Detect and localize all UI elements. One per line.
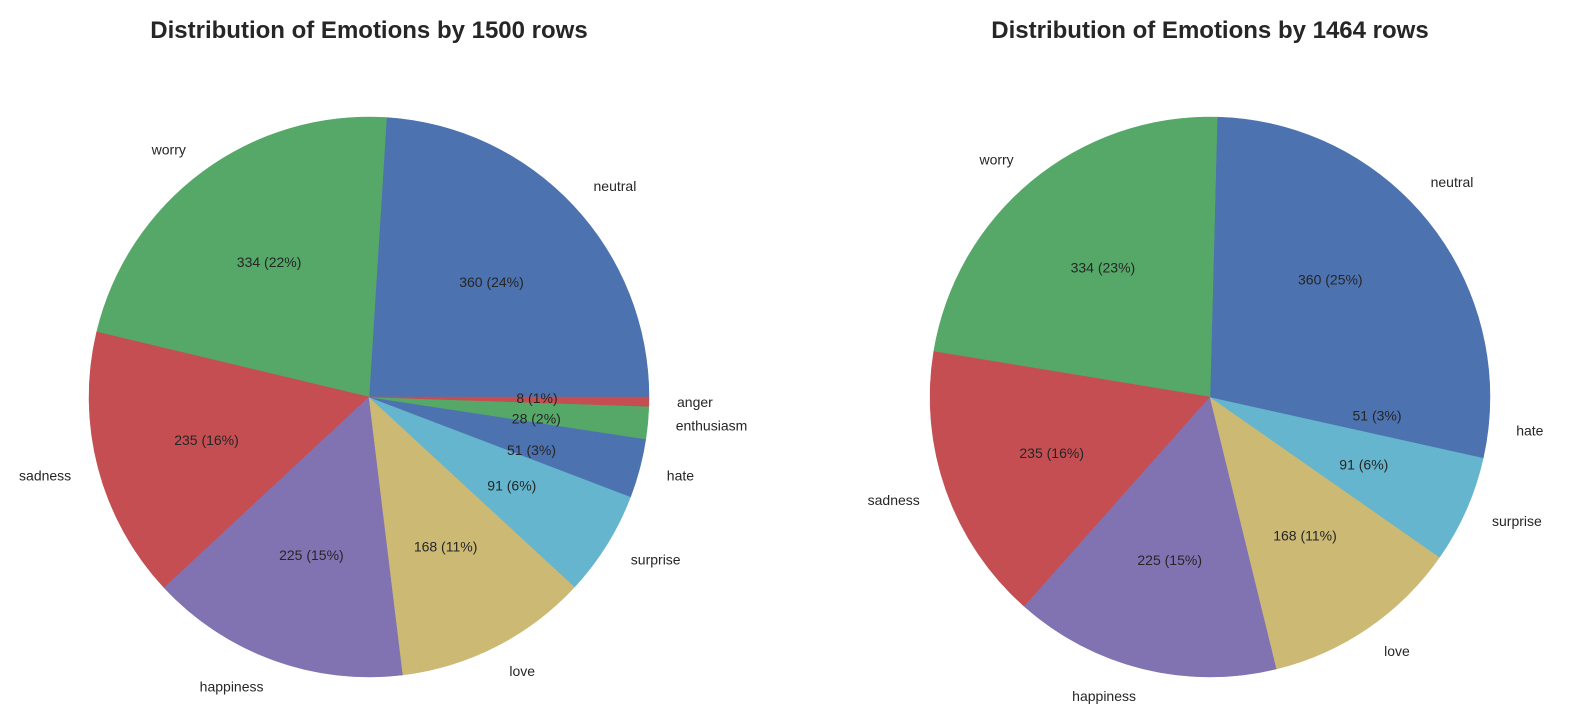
slice-value-label-hate-left: 51 (3%) <box>507 442 556 458</box>
slice-value-label-happiness-left: 225 (15%) <box>279 547 344 563</box>
slice-value-label-sadness-left: 235 (16%) <box>174 432 239 448</box>
pie-labels-right: neutral 360 (25%) worry 334 (23%) sadness 235… <box>868 152 1544 704</box>
slice-label-anger-left: anger <box>677 394 713 410</box>
pie-slice-love-left <box>368 396 576 676</box>
slice-value-label-surprise-left: 91 (6%) <box>487 478 536 494</box>
pie-slice-worry-right <box>933 116 1218 398</box>
slice-value-label-love-left: 168 (11%) <box>414 539 478 555</box>
pie-slice-worry-left <box>96 116 387 398</box>
pie-chart-right: Distribution of Emotions by 1464 rows ne… <box>868 17 1544 704</box>
slice-label-happiness-right: happiness <box>1072 688 1136 704</box>
pie-slice-happiness-right <box>1023 396 1277 678</box>
slice-label-surprise-right: surprise <box>1492 513 1542 529</box>
slice-label-surprise-left: surprise <box>631 551 681 567</box>
pie-slice-neutral-right <box>1209 116 1491 398</box>
pie-chart-left: Distribution of Emotions by 1500 rows ne… <box>19 17 747 694</box>
slice-label-worry-left: worry <box>151 141 186 157</box>
slice-label-sadness-left: sadness <box>19 468 71 484</box>
slice-value-label-worry-left: 334 (22%) <box>237 254 302 270</box>
slice-value-label-anger-left: 8 (1%) <box>516 390 557 406</box>
slice-value-label-neutral-right: 360 (25%) <box>1298 272 1363 288</box>
pie-slice-happiness-left <box>163 396 404 678</box>
slice-label-love-right: love <box>1384 643 1410 659</box>
slice-label-worry-right: worry <box>978 152 1013 168</box>
slice-value-label-surprise-right: 91 (6%) <box>1339 457 1388 473</box>
slice-value-label-worry-right: 334 (23%) <box>1071 260 1136 276</box>
pie-slice-sadness-right <box>929 351 1211 607</box>
pie-slices-left <box>88 116 650 678</box>
slice-label-enthusiasm-left: enthusiasm <box>676 417 748 433</box>
pie-labels-left: neutral 360 (24%) worry 334 (22%) sadness 235… <box>19 141 747 694</box>
slice-label-sadness-right: sadness <box>868 492 920 508</box>
pie-slice-love-right <box>1209 396 1440 670</box>
slice-label-neutral-left: neutral <box>594 178 637 194</box>
pie-slice-hate-right <box>1209 396 1491 459</box>
slice-value-label-hate-right: 51 (3%) <box>1352 407 1401 423</box>
pie-slices-right <box>929 116 1491 678</box>
slice-label-hate-right: hate <box>1516 423 1543 439</box>
chart-title-left: Distribution of Emotions by 1500 rows <box>150 17 587 44</box>
slice-value-label-happiness-right: 225 (15%) <box>1137 552 1202 568</box>
slice-label-hate-left: hate <box>667 468 694 484</box>
chart-title-right: Distribution of Emotions by 1464 rows <box>991 17 1428 44</box>
pie-slice-neutral-left <box>368 117 650 398</box>
pie-slice-anger-left <box>368 396 650 407</box>
slice-label-love-left: love <box>509 663 535 679</box>
slice-value-label-enthusiasm-left: 28 (2%) <box>512 411 561 427</box>
slice-label-happiness-left: happiness <box>200 678 264 694</box>
slice-value-label-love-right: 168 (11%) <box>1273 528 1337 544</box>
slice-value-label-neutral-left: 360 (24%) <box>459 274 524 290</box>
pie-slice-sadness-left <box>88 331 370 589</box>
slice-value-label-sadness-right: 235 (16%) <box>1019 445 1084 461</box>
slice-label-neutral-right: neutral <box>1431 174 1474 190</box>
